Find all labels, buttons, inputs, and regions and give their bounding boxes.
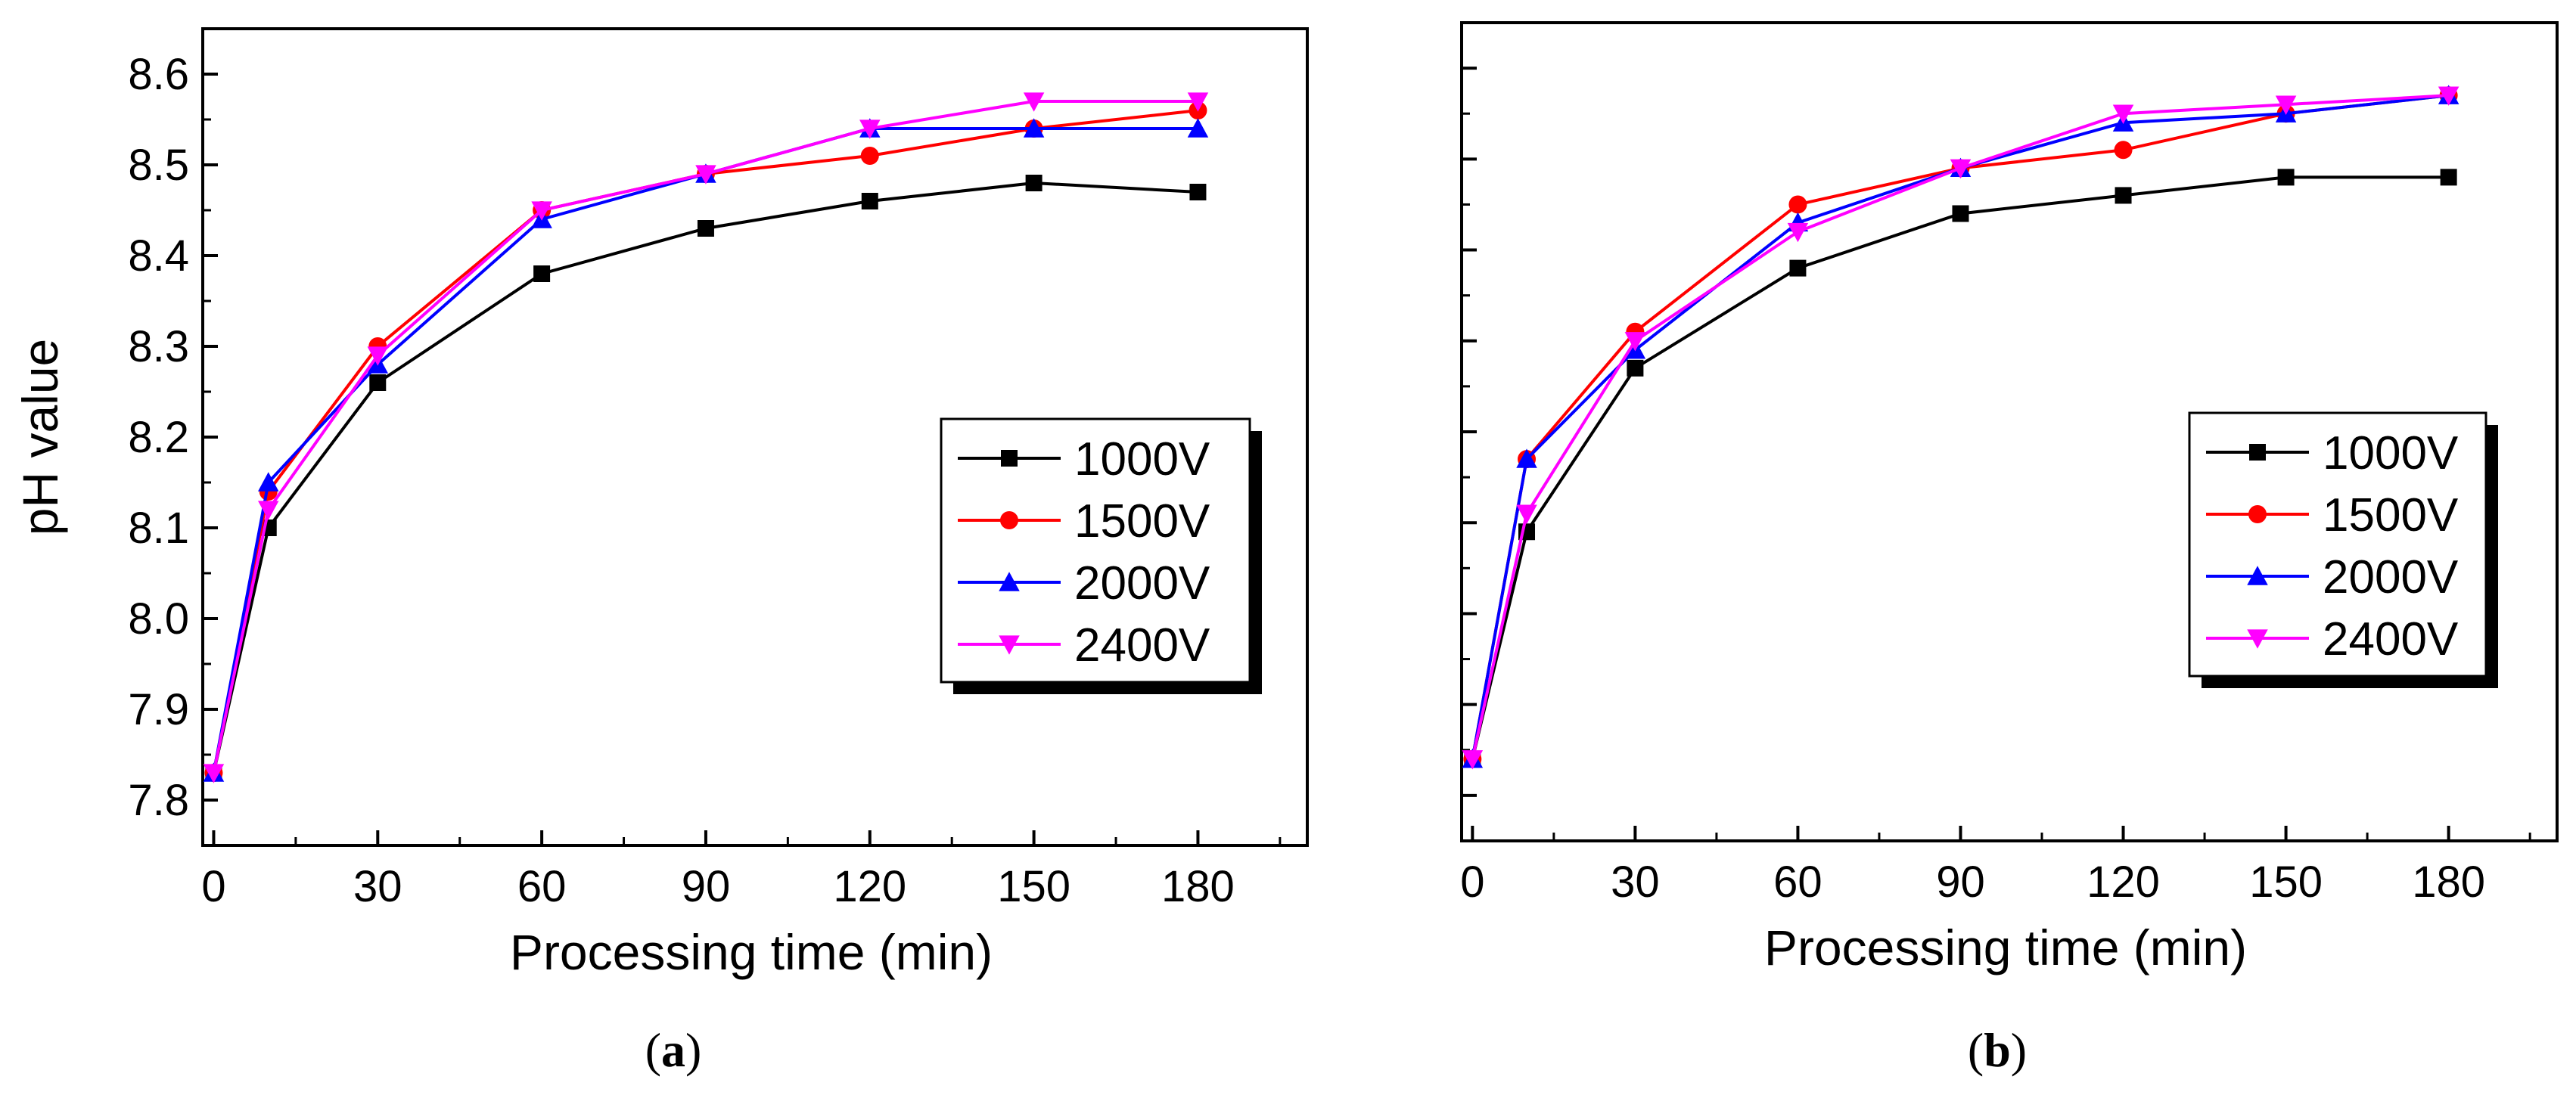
y-tick-label-a: 8.1	[128, 504, 189, 553]
data-point-b-1000V	[1789, 259, 1807, 277]
series-line-b-1500V	[1471, 94, 2449, 760]
data-point-b-2400V	[2275, 95, 2297, 115]
legend-marker-a-2000V	[999, 572, 1020, 591]
legend-label-b: 1500V	[2323, 489, 2459, 541]
legend-label-a: 1500V	[1074, 495, 1210, 547]
data-point-a-2400V	[859, 119, 881, 139]
chart-panel-a: 0 30 60 90 120 150 180 7.8 7.9 8.0 8.1 8.2 8.3 8.4 8.5…	[12, 27, 1309, 980]
y-tick-label-a: 8.6	[128, 50, 189, 99]
x-tick-label-b: 60	[1773, 858, 1822, 907]
x-tick-label-a: 60	[517, 862, 567, 911]
y-tick-label-a: 8.3	[128, 322, 189, 371]
legend-marker-a-2400V	[999, 635, 1020, 655]
data-point-a-1500V	[860, 147, 879, 165]
legend-marker-b-2000V	[2247, 566, 2268, 585]
x-tick-label-a: 0	[201, 862, 225, 911]
data-point-a-1000V	[1189, 184, 1207, 200]
data-point-a-2000V	[257, 472, 279, 492]
data-point-b-2400V	[2112, 104, 2134, 124]
legend-label-b: 2400V	[2323, 613, 2459, 665]
series-line-a-2400V	[212, 100, 1198, 774]
legend-box-a	[940, 417, 1251, 684]
x-tick-label-a: 150	[997, 862, 1070, 911]
y-tick-label-a: 7.8	[128, 776, 189, 825]
data-point-b-1000V	[1952, 205, 1969, 222]
data-point-a-2400V	[531, 201, 552, 221]
legend-label-b: 1000V	[2323, 427, 2459, 479]
legend-label-a: 1000V	[1074, 433, 1210, 485]
data-point-b-1500V	[2114, 141, 2133, 160]
x-tick-label-a: 90	[682, 862, 731, 911]
data-point-a-2000V	[1187, 118, 1209, 138]
data-point-a-2400V	[1187, 92, 1209, 112]
series-line-b-2000V	[1471, 94, 2449, 760]
legend-marker-b-1000V	[2249, 444, 2266, 461]
legend-label-a: 2000V	[1074, 557, 1210, 609]
data-point-a-1000V	[697, 220, 714, 237]
data-point-a-2400V	[257, 501, 279, 520]
x-tick-label-b: 150	[2249, 858, 2323, 907]
panel-caption-b: (b)	[1968, 1023, 2027, 1077]
y-tick-label-a: 8.0	[128, 594, 189, 644]
data-point-a-2400V	[203, 764, 225, 783]
y-tick-label-a: 8.2	[128, 413, 189, 462]
y-tick-label-a: 8.5	[128, 141, 189, 190]
data-point-b-2400V	[1787, 222, 1809, 243]
series-line-a-2000V	[212, 127, 1198, 774]
data-point-a-2000V	[1023, 118, 1045, 138]
legend-marker-a-1500V	[1000, 511, 1018, 529]
data-point-b-2400V	[2438, 86, 2459, 106]
y-axis-title-a: pH value	[12, 339, 68, 536]
x-tick-label-b: 120	[2087, 858, 2160, 907]
data-point-b-2400V	[1462, 750, 1484, 770]
x-axis-title-a: Processing time (min)	[510, 924, 993, 980]
x-tick-label-a: 30	[353, 862, 402, 911]
x-tick-label-a: 180	[1161, 862, 1235, 911]
data-point-a-2400V	[695, 165, 716, 185]
data-point-b-1000V	[1627, 359, 1644, 377]
data-point-a-2400V	[1023, 92, 1045, 112]
x-tick-label-b: 90	[1936, 858, 1985, 907]
data-point-b-1000V	[2277, 169, 2295, 186]
x-tick-label-a: 120	[833, 862, 906, 911]
data-point-b-2000V	[1516, 448, 1537, 468]
data-point-a-1000V	[1025, 175, 1043, 191]
x-tick-label-b: 30	[1611, 858, 1660, 907]
legend-marker-b-2400V	[2247, 629, 2268, 649]
data-point-b-2400V	[1516, 504, 1537, 524]
data-point-b-1000V	[2440, 169, 2457, 186]
data-point-a-1000V	[369, 374, 387, 391]
series-line-b-2400V	[1471, 94, 2449, 760]
legend-box-b	[2188, 411, 2487, 678]
series-line-a-1000V	[212, 181, 1198, 774]
x-tick-label-b: 0	[1460, 858, 1484, 907]
data-point-b-1000V	[2115, 187, 2132, 204]
x-axis-title-b: Processing time (min)	[1764, 920, 2247, 975]
x-tick-label-b: 180	[2412, 858, 2485, 907]
legend-marker-b-1500V	[2248, 505, 2267, 523]
data-point-b-2400V	[1624, 332, 1646, 352]
data-point-a-1000V	[533, 265, 551, 282]
data-point-a-1000V	[861, 193, 878, 209]
data-point-b-2400V	[1950, 159, 1972, 179]
legend-label-a: 2400V	[1074, 619, 1210, 672]
panel-caption-a: (a)	[645, 1023, 702, 1077]
legend-label-b: 2000V	[2323, 551, 2459, 603]
y-tick-label-a: 8.4	[128, 231, 189, 281]
data-point-b-1500V	[1788, 195, 1807, 214]
y-tick-label-a: 7.9	[128, 685, 189, 734]
chart-panel-b: 0 30 60 90 120 150 180 Processing time (min) 100…	[1460, 21, 2559, 975]
data-point-a-2400V	[367, 346, 389, 366]
legend-marker-a-1000V	[1001, 450, 1018, 467]
series-line-b-1000V	[1471, 175, 2449, 760]
